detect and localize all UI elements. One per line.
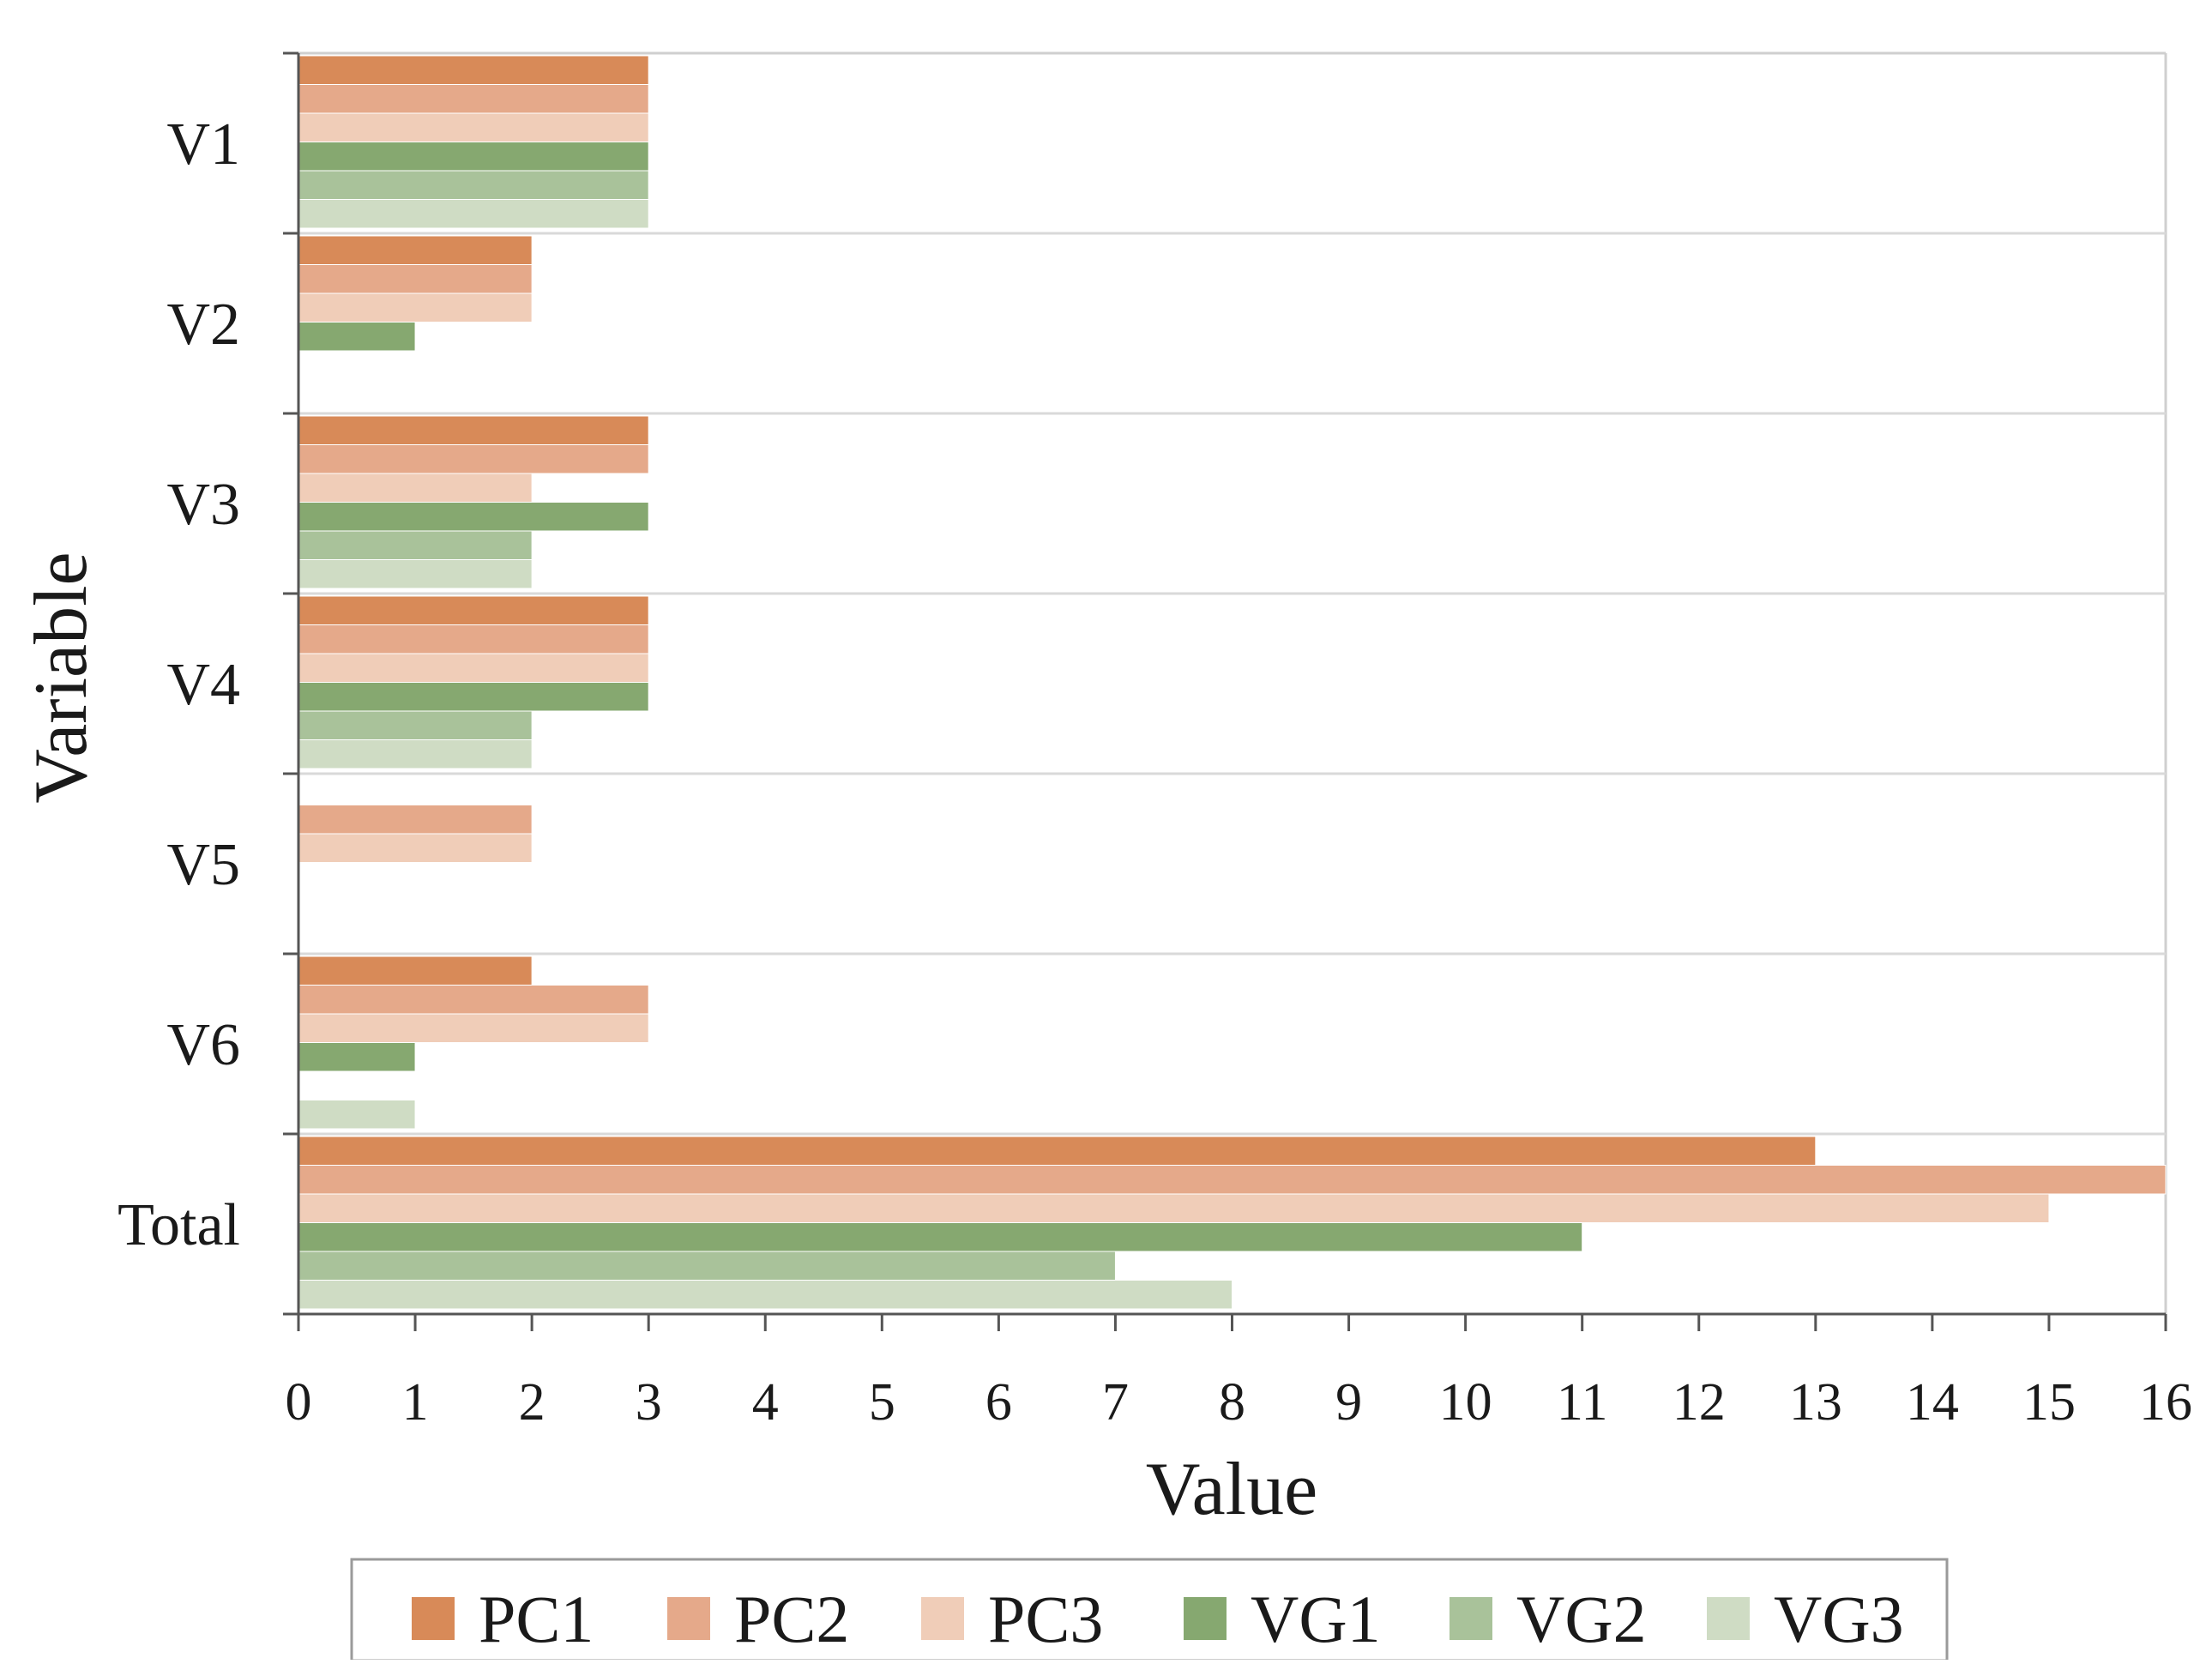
- legend-swatch-vg2: [1450, 1597, 1492, 1640]
- bar-vg2-v1: [298, 170, 649, 200]
- bar-vg1-v1: [298, 142, 649, 172]
- x-tick-label: 3: [636, 1373, 662, 1432]
- y-tick-label-v3: V3: [166, 472, 240, 538]
- bar-pc3-v5: [298, 833, 533, 863]
- y-tick-label-total: Total: [118, 1192, 240, 1258]
- y-tick-label-v6: V6: [166, 1012, 240, 1078]
- legend-swatch-vg3: [1707, 1597, 1750, 1640]
- bar-pc2-v5: [298, 805, 533, 835]
- y-tick-label-v5: V5: [166, 832, 240, 898]
- bar-vg2-v4: [298, 710, 533, 740]
- bar-vg1-v6: [298, 1042, 416, 1072]
- legend-label-vg3: VG3: [1774, 1582, 1904, 1656]
- x-axis-title: Value: [1146, 1448, 1317, 1531]
- x-tick-label: 4: [752, 1373, 779, 1432]
- bar-vg3-total: [298, 1280, 1233, 1310]
- x-tick-label: 10: [1439, 1373, 1492, 1432]
- bar-vg1-v3: [298, 502, 649, 532]
- bar-pc1-v6: [298, 956, 533, 986]
- x-tick-label: 0: [286, 1373, 312, 1432]
- x-tick-label: 7: [1102, 1373, 1129, 1432]
- bar-pc3-v4: [298, 653, 649, 683]
- x-tick-label: 9: [1335, 1373, 1362, 1432]
- bar-pc3-v3: [298, 473, 533, 503]
- bar-vg1-v4: [298, 682, 649, 712]
- x-tick-label: 14: [1906, 1373, 1959, 1432]
- legend-swatch-pc1: [412, 1597, 455, 1640]
- bar-pc1-v4: [298, 595, 649, 625]
- x-tick-label: 12: [1673, 1373, 1726, 1432]
- bar-layer: [298, 55, 2167, 1310]
- legend-frame: [350, 1558, 1949, 1662]
- y-axis-title: Variable: [20, 552, 103, 803]
- bar-vg1-v2: [298, 322, 416, 352]
- bar-vg1-total: [298, 1222, 1583, 1252]
- bar-pc2-v3: [298, 444, 649, 474]
- x-tick-label: 2: [519, 1373, 545, 1432]
- bar-pc2-v6: [298, 985, 649, 1015]
- x-tick-label: 5: [869, 1373, 895, 1432]
- x-tick-label: 16: [2139, 1373, 2192, 1432]
- bar-pc3-v6: [298, 1013, 649, 1043]
- bar-pc3-v1: [298, 112, 649, 142]
- bar-vg3-v4: [298, 739, 533, 769]
- y-tick-label-v1: V1: [166, 112, 240, 178]
- bar-pc3-total: [298, 1193, 2050, 1223]
- x-tick-label: 8: [1219, 1373, 1245, 1432]
- legend-swatch-vg1: [1184, 1597, 1227, 1640]
- bar-pc2-total: [298, 1165, 2167, 1195]
- bar-pc1-v2: [298, 235, 533, 265]
- grid-layer: [298, 51, 2167, 1314]
- legend-label-pc3: PC3: [988, 1582, 1103, 1656]
- y-tick-label-v2: V2: [166, 292, 240, 358]
- bar-vg2-total: [298, 1251, 1116, 1281]
- bar-pc2-v1: [298, 84, 649, 114]
- x-tick-label: 13: [1789, 1373, 1842, 1432]
- bar-vg3-v3: [298, 559, 533, 589]
- bar-pc1-v3: [298, 415, 649, 445]
- legend-swatch-pc3: [921, 1597, 964, 1640]
- legend-label-pc1: PC1: [479, 1582, 594, 1656]
- legend-label-pc2: PC2: [734, 1582, 849, 1656]
- bar-pc3-v2: [298, 292, 533, 323]
- bar-pc1-total: [298, 1136, 1817, 1166]
- bar-pc2-v4: [298, 624, 649, 654]
- x-tick-label: 1: [402, 1373, 429, 1432]
- y-tick-label-v4: V4: [166, 652, 240, 718]
- bar-vg2-v3: [298, 530, 533, 560]
- legend-label-vg1: VG1: [1251, 1582, 1381, 1656]
- legend: PC1 PC2 PC3 VG1 VG2 VG3: [350, 1558, 1949, 1662]
- legend-swatch-pc2: [667, 1597, 710, 1640]
- bar-pc2-v2: [298, 264, 533, 294]
- legend-label-vg2: VG2: [1516, 1582, 1647, 1656]
- bar-pc1-v1: [298, 55, 649, 85]
- x-tick-label: 6: [985, 1373, 1012, 1432]
- bar-vg3-v1: [298, 199, 649, 229]
- bar-vg3-v6: [298, 1100, 416, 1130]
- x-tick-label: 11: [1557, 1373, 1608, 1432]
- x-tick-label: 15: [2022, 1373, 2076, 1432]
